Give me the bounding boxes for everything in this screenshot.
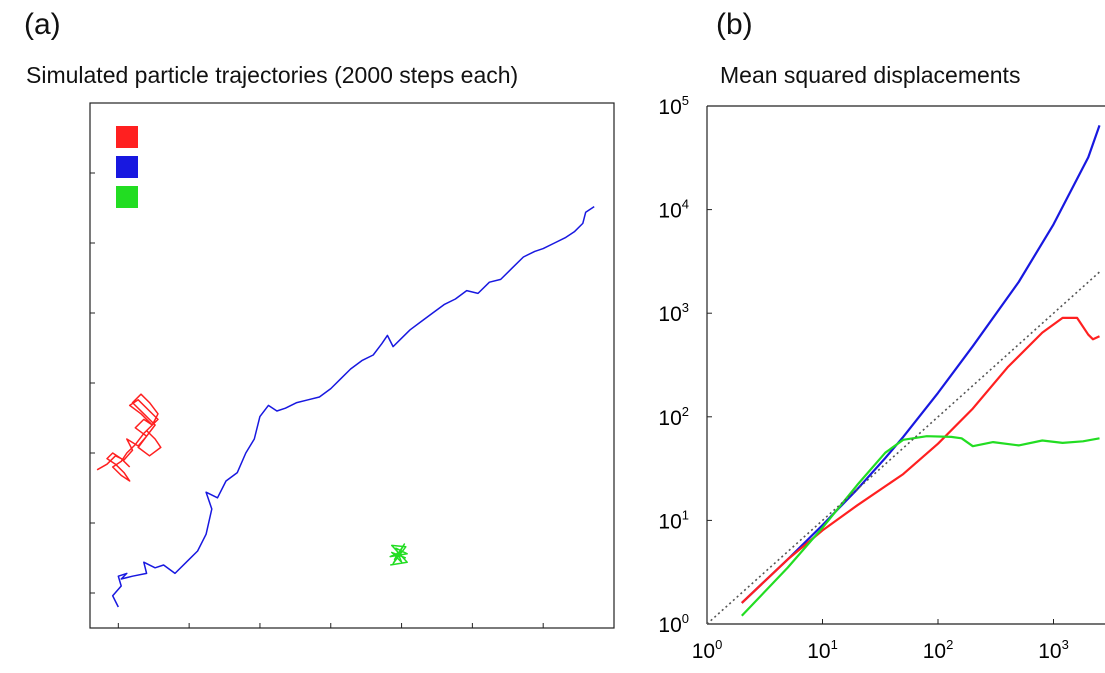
panel-b-letter: (b)	[716, 8, 753, 41]
trajectory-1	[111, 205, 595, 608]
trajectory-0	[96, 393, 162, 482]
trajectory-2	[389, 543, 408, 566]
legend-swatch	[116, 126, 138, 148]
legend-swatch	[116, 186, 138, 208]
panel-a-title: Simulated particle trajectories (2000 st…	[26, 62, 519, 88]
legend-swatch	[116, 156, 138, 178]
panel-b-title: Mean squared displacements	[720, 62, 1021, 88]
plot-frame	[89, 102, 615, 629]
panel-a-letter: (a)	[24, 8, 61, 41]
